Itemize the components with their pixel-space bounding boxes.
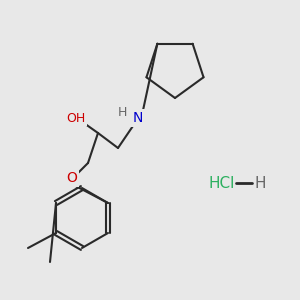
Text: H: H — [117, 106, 127, 119]
Text: HCl: HCl — [209, 176, 235, 190]
Text: N: N — [133, 111, 143, 125]
Text: O: O — [67, 171, 77, 185]
Text: OH: OH — [66, 112, 85, 124]
Text: H: H — [254, 176, 266, 190]
